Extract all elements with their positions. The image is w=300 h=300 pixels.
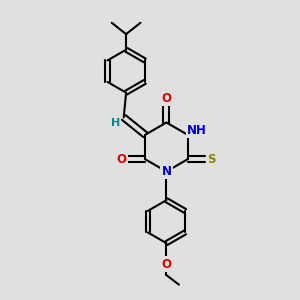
Text: S: S (207, 153, 216, 166)
Text: O: O (161, 92, 171, 104)
Text: O: O (161, 258, 171, 271)
Text: O: O (116, 153, 126, 166)
Text: N: N (161, 165, 171, 178)
Text: H: H (111, 118, 120, 128)
Text: NH: NH (187, 124, 207, 137)
